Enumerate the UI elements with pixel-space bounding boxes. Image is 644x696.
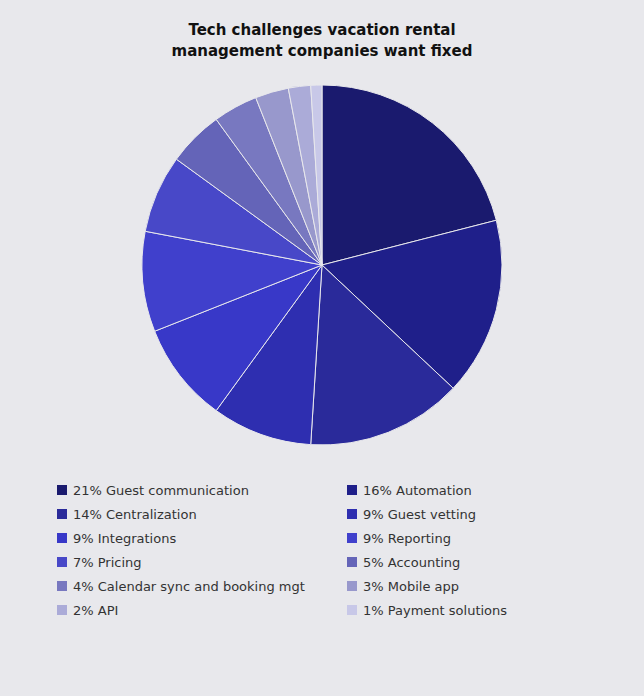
svg-text:management companies want fixe: management companies want fixed xyxy=(172,42,473,60)
svg-text:Tech challenges vacation renta: Tech challenges vacation rental xyxy=(188,21,455,39)
svg-text:9% Reporting: 9% Reporting xyxy=(363,531,451,546)
svg-text:21% Guest communication: 21% Guest communication xyxy=(73,483,249,498)
svg-text:2% API: 2% API xyxy=(73,603,118,618)
svg-text:1% Payment solutions: 1% Payment solutions xyxy=(363,603,507,618)
svg-text:4% Calendar sync and booking m: 4% Calendar sync and booking mgt xyxy=(73,579,305,594)
svg-text:3% Mobile app: 3% Mobile app xyxy=(363,579,459,594)
svg-text:9% Guest vetting: 9% Guest vetting xyxy=(363,507,476,522)
svg-text:9% Integrations: 9% Integrations xyxy=(73,531,176,546)
svg-text:5% Accounting: 5% Accounting xyxy=(363,555,460,570)
svg-text:14% Centralization: 14% Centralization xyxy=(73,507,197,522)
svg-text:16% Automation: 16% Automation xyxy=(363,483,472,498)
svg-text:7% Pricing: 7% Pricing xyxy=(73,555,142,570)
